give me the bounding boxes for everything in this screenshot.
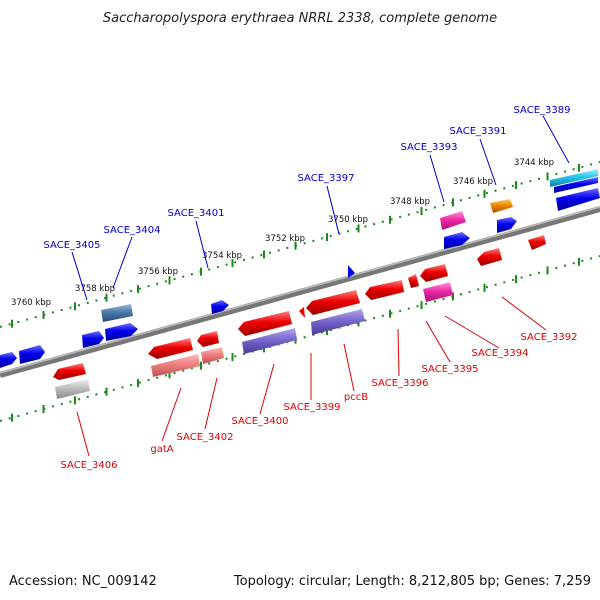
label-sace-3392[interactable]: SACE_3392 [521,332,578,343]
label-sace-3401[interactable]: SACE_3401 [168,208,225,219]
kbp-label-3748: 3748 kbp [390,197,430,207]
gene-sace-3406b[interactable] [55,379,90,399]
leader-sace-3394 [444,315,500,349]
gene-sace-3393b[interactable] [444,232,470,249]
lower-leader-lines [76,296,547,457]
label-sace-3395[interactable]: SACE_3395 [422,364,479,375]
kbp-label-3756: 3756 kbp [138,267,178,277]
gene-sace-3392[interactable] [528,235,546,250]
genome-backbone [0,206,600,378]
gene-left-b[interactable] [0,352,17,368]
gene-sace-3391b[interactable] [497,217,517,233]
gene-pccb[interactable] [306,290,360,315]
kbp-label-3746: 3746 kbp [453,177,493,187]
genome-backbone-highlight [0,206,600,374]
gene-sace-3404b[interactable] [105,323,138,341]
label-gata[interactable]: gatA [150,444,173,455]
gene-sace-3389[interactable] [554,177,598,193]
gene-sace-3402b[interactable] [201,347,224,364]
gene-sace-3395b[interactable] [423,282,453,302]
gene-left-a[interactable] [19,345,45,364]
leader-gata [161,387,182,442]
gene-sace-3399-marker[interactable] [299,307,305,318]
label-sace-3394[interactable]: SACE_3394 [472,348,529,359]
gene-sace-3390[interactable] [556,188,600,211]
label-sace-3405[interactable]: SACE_3405 [44,240,101,251]
upper-leader-lines [71,115,570,301]
label-sace-3400[interactable]: SACE_3400 [232,416,289,427]
scale-ticks [11,163,580,422]
leader-sace-3392 [501,296,547,331]
leader-pccb [343,343,355,392]
map-title: Saccharopolyspora erythraea NRRL 2338, c… [103,11,497,26]
leader-sace-3397 [326,185,340,235]
gene-sace-3393[interactable] [440,211,466,230]
gene-sace-3395[interactable] [408,274,419,288]
gene-sace-3394[interactable] [420,264,448,282]
gene-pccb-b[interactable] [311,309,365,335]
label-sace-3397[interactable]: SACE_3397 [298,173,355,184]
gene-gata[interactable] [148,338,193,359]
label-sace-3402[interactable]: SACE_3402 [177,432,234,443]
kbp-label-3750: 3750 kbp [328,215,368,225]
kbp-label-3758: 3758 kbp [75,284,115,294]
gene-sace-3405[interactable] [82,331,104,348]
leader-sace-3393 [429,154,445,203]
label-sace-3404[interactable]: SACE_3404 [104,225,161,236]
label-pccb[interactable]: pccB [344,392,368,403]
gene-sace-3401[interactable] [211,300,229,314]
label-sace-3406[interactable]: SACE_3406 [61,460,118,471]
leader-sace-3391 [479,138,497,186]
kbp-label-3760: 3760 kbp [11,298,51,308]
label-sace-3399[interactable]: SACE_3399 [284,402,341,413]
leader-sace-3401 [195,220,209,269]
gene-sace-3404[interactable] [101,304,133,322]
gene-gata-b[interactable] [151,354,200,377]
leader-sace-3389 [542,115,570,164]
gene-sace-3391[interactable] [490,199,513,213]
gene-sace-3400b[interactable] [242,328,297,354]
genome-summary-text: Topology: circular; Length: 8,212,805 bp… [233,574,591,589]
kbp-label-3752: 3752 kbp [265,234,305,244]
gene-sace-3402[interactable] [197,331,219,347]
leader-sace-3402 [204,377,218,430]
kbp-label-3754: 3754 kbp [202,251,242,261]
leader-sace-3404 [112,236,133,289]
leader-sace-3400 [259,363,275,415]
gene-sace-3406[interactable] [53,363,86,380]
gene-sace-3389-cyan[interactable] [550,169,598,187]
gene-sace-3396[interactable] [365,280,404,300]
gene-sace-3392b[interactable] [477,248,502,266]
label-sace-3391[interactable]: SACE_3391 [450,126,507,137]
accession-text: Accession: NC_009142 [9,574,157,589]
leader-sace-3405 [71,251,88,301]
kbp-label-3744: 3744 kbp [514,158,554,168]
gene-track [0,169,600,399]
label-sace-3389[interactable]: SACE_3389 [514,105,571,116]
leader-sace-3395 [425,320,451,363]
leader-sace-3406 [76,411,90,457]
gene-sace-3397-marker[interactable] [348,265,355,278]
leader-sace-3396 [397,328,400,377]
label-sace-3393[interactable]: SACE_3393 [401,142,458,153]
gene-sace-3400[interactable] [238,311,292,336]
label-sace-3396[interactable]: SACE_3396 [372,378,429,389]
